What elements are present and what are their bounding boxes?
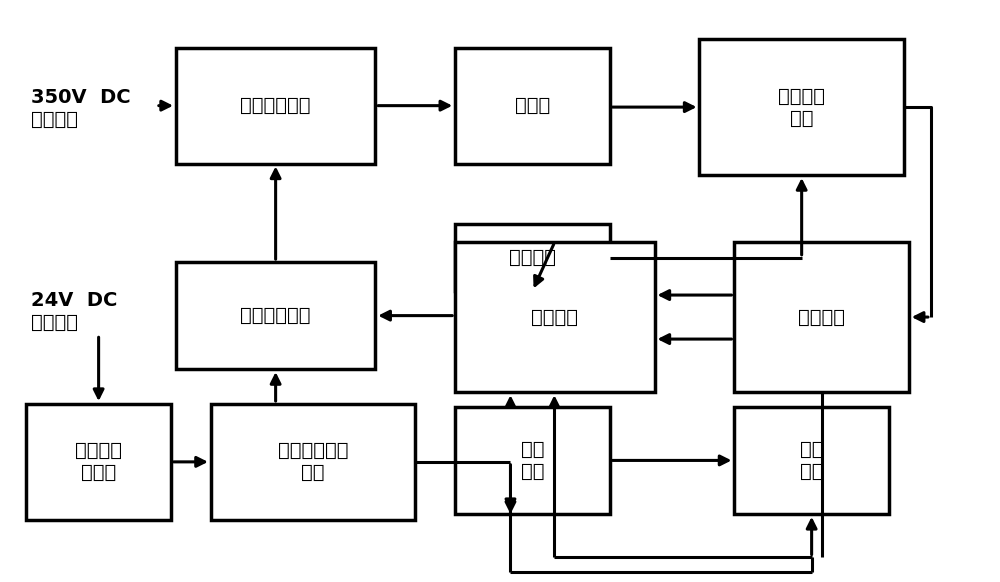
Bar [734,242,909,392]
Bar [455,225,610,291]
Text: 隔离驱动模块: 隔离驱动模块 [240,306,311,325]
Text: 恒流电路
模块: 恒流电路 模块 [778,87,825,127]
Bar [455,48,610,164]
Text: 显示
模块: 显示 模块 [800,440,823,481]
Bar [211,404,415,520]
Bar [455,242,655,392]
Text: 辅助电源电路
模块: 辅助电源电路 模块 [278,441,348,482]
Bar [26,404,171,520]
Bar [455,407,610,514]
Bar [699,39,904,175]
Text: 输入
模块: 输入 模块 [521,440,544,481]
Text: 电磁阀: 电磁阀 [515,96,550,115]
Text: 350V  DC
电源输入: 350V DC 电源输入 [31,88,131,129]
Bar [734,407,889,514]
Bar [176,262,375,369]
Text: 热插拔电
路模块: 热插拔电 路模块 [75,441,122,482]
Text: 24V  DC
电源输入: 24V DC 电源输入 [31,291,118,332]
Text: 控制模块: 控制模块 [531,307,578,327]
Text: 转换模块: 转换模块 [509,248,556,267]
Text: 反馈模块: 反馈模块 [798,307,845,327]
Text: 电压变换模块: 电压变换模块 [240,96,311,115]
Bar [176,48,375,164]
